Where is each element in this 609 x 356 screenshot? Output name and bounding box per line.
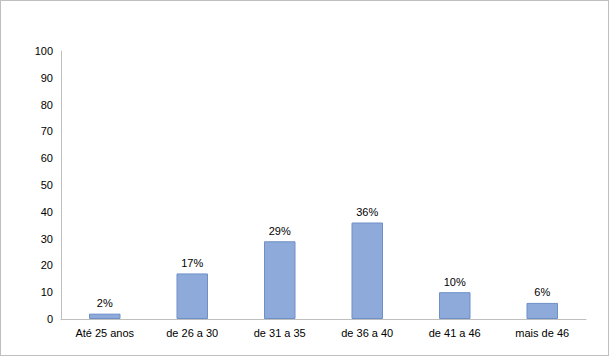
svg-text:90: 90 — [41, 72, 53, 84]
svg-text:40: 40 — [41, 206, 53, 218]
svg-text:0: 0 — [47, 313, 53, 325]
svg-text:10%: 10% — [444, 276, 466, 288]
svg-text:36%: 36% — [356, 206, 378, 218]
svg-text:29%: 29% — [269, 225, 291, 237]
svg-text:30: 30 — [41, 233, 53, 245]
svg-text:50: 50 — [41, 179, 53, 191]
svg-text:de 41 a 46: de 41 a 46 — [429, 327, 481, 339]
svg-text:80: 80 — [41, 99, 53, 111]
svg-text:2%: 2% — [97, 297, 113, 309]
svg-text:20: 20 — [41, 259, 53, 271]
svg-text:17%: 17% — [181, 257, 203, 269]
svg-text:de 31 a 35: de 31 a 35 — [254, 327, 306, 339]
svg-text:de 36 a 40: de 36 a 40 — [341, 327, 393, 339]
svg-text:6%: 6% — [534, 286, 550, 298]
svg-text:100: 100 — [35, 45, 53, 57]
svg-text:mais de 46: mais de 46 — [515, 327, 569, 339]
svg-text:10: 10 — [41, 286, 53, 298]
svg-text:60: 60 — [41, 152, 53, 164]
svg-text:Até 25 anos: Até 25 anos — [75, 327, 134, 339]
svg-text:de 26 a 30: de 26 a 30 — [166, 327, 218, 339]
svg-text:70: 70 — [41, 125, 53, 137]
